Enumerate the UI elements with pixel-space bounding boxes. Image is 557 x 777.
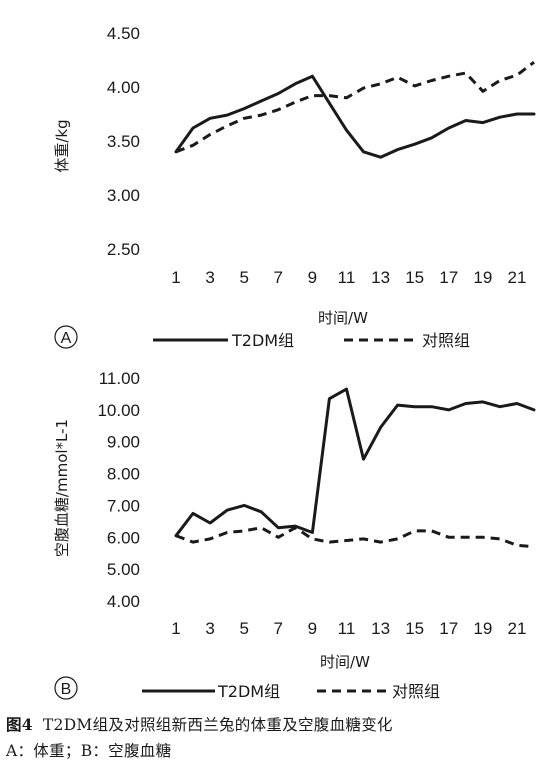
panel-b-letter: B: [61, 681, 72, 698]
panel-a-ytick-label: 2.50: [107, 240, 140, 259]
figure-label: 图4: [6, 715, 33, 734]
panel-b-xtick-label: 17: [439, 619, 458, 638]
panel-b-ytick-label: 4.00: [107, 592, 140, 611]
panel-a-xtick-label: 5: [239, 268, 248, 287]
panel-a-letter: A: [61, 330, 72, 347]
panel-a-xtick-label: 17: [439, 268, 458, 287]
panel-a-ytick-label: 3.50: [107, 132, 140, 151]
panel-a-ytick-label: 4.50: [107, 24, 140, 43]
panel-b-xlabel: 时间/W: [320, 653, 370, 671]
panel-b-xtick-label: 19: [473, 619, 492, 638]
panel-a-xtick-label: 13: [371, 268, 390, 287]
panel-a-xtick-label: 1: [171, 268, 180, 287]
legend-a-t2dm-label: T2DM组: [231, 331, 294, 350]
panel-b-ytick-label: 8.00: [107, 465, 140, 484]
panel-b-legend: T2DM组 对照组: [142, 682, 440, 700]
panel-b-series-t2dm-line: [174, 387, 536, 538]
caption-title: T2DM组及对照组新西兰兔的体重及空腹血糖变化: [42, 716, 393, 734]
panel-a-ylabel: 体重/kg: [53, 119, 71, 172]
panel-b-xtick-label: 15: [405, 619, 424, 638]
panel-a-ytick-label: 4.00: [107, 78, 140, 97]
panel-a-xtick-label: 7: [274, 268, 283, 287]
panel-b-xtick-label: 3: [205, 619, 214, 638]
panel-b-xtick-label: 21: [507, 619, 526, 638]
caption-line-1: 图4 T2DM组及对照组新西兰兔的体重及空腹血糖变化: [6, 712, 552, 738]
panel-a-legend: T2DM组 对照组: [153, 331, 470, 350]
panel-b-ytick-label: 9.00: [107, 433, 140, 452]
legend-b-control-label: 对照组: [392, 682, 440, 700]
panel-b-ytick-label: 5.00: [107, 560, 140, 579]
panel-b-ytick-label: 6.00: [107, 528, 140, 547]
panel-a-series-t2dm-line: [174, 74, 536, 159]
panel-a-label: A: [54, 325, 78, 349]
panel-b-ytick-label: 10.00: [97, 401, 140, 420]
panel-b-xtick-label: 1: [171, 619, 180, 638]
panel-a-chart: 2.503.003.504.004.501 3 5 7 9 11 13 15 17 19 21: [107, 24, 536, 287]
figure-canvas: 2.503.003.504.004.501 3 5 7 9 11 13 15 17 19 21 时间…: [53, 24, 536, 700]
legend-b-t2dm-label: T2DM组: [217, 682, 280, 700]
panel-a-series-control-line: [175, 61, 535, 154]
figure-caption: 图4 T2DM组及对照组新西兰兔的体重及空腹血糖变化 A：体重；B：空腹血糖: [6, 712, 552, 764]
panel-b-ytick-label: 11.00: [99, 369, 140, 388]
panel-b-xtick-label: 7: [274, 619, 283, 638]
panel-a-xtick-label: 9: [308, 268, 317, 287]
panel-a-ytick-label: 3.00: [107, 186, 140, 205]
panel-b-xtick-label: 9: [308, 619, 317, 638]
panel-b-ytick-label: 7.00: [107, 496, 140, 515]
panel-a-xtick-label: 3: [205, 268, 214, 287]
panel-b-ylabel: 空腹血糖/mmol*L-1: [53, 419, 71, 557]
panel-a-xtick-label: 21: [507, 268, 526, 287]
panel-b-xtick-label: 13: [371, 619, 390, 638]
panel-a-xtick-label: 15: [405, 268, 424, 287]
panel-b-label: B: [54, 676, 78, 700]
panel-b-xtick-label: 5: [239, 619, 248, 638]
caption-line-2: A：体重；B：空腹血糖: [6, 742, 172, 760]
panel-a-xtick-label: 19: [473, 268, 492, 287]
legend-a-control-label: 对照组: [422, 331, 470, 350]
panel-b-xtick-label: 11: [338, 619, 356, 638]
panel-a-xlabel: 时间/W: [318, 309, 368, 327]
panel-a-xtick-label: 11: [338, 268, 356, 287]
panel-b-series-control-line: [175, 526, 535, 549]
